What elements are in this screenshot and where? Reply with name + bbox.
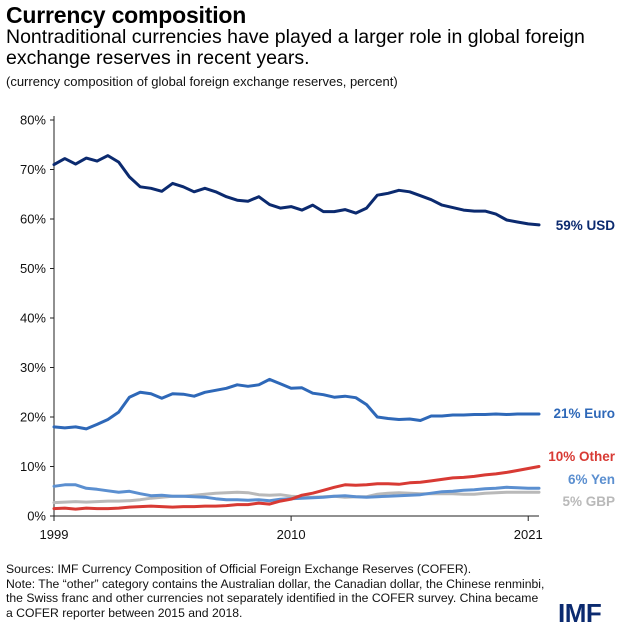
chart-title: Currency composition	[6, 2, 247, 28]
y-tick-label: 40%	[20, 311, 46, 326]
y-tick-label: 70%	[20, 162, 46, 177]
x-tick-label: 2010	[277, 527, 306, 542]
imf-logo: IMF	[558, 598, 602, 628]
y-tick-label: 10%	[20, 459, 46, 474]
y-tick-label: 30%	[20, 360, 46, 375]
series-label-gbp: 5% GBP	[562, 494, 615, 509]
sources-note: Sources: IMF Currency Composition of Off…	[6, 562, 546, 620]
x-tick-label: 1999	[40, 527, 69, 542]
line-chart: 0% 10% 20% 30% 40% 50% 60% 70% 80% 1999 2010 2021 59…	[20, 113, 616, 543]
x-tick-label: 2021	[514, 527, 543, 542]
series-label-euro: 21% Euro	[553, 406, 615, 421]
series-label-usd: 59% USD	[556, 218, 616, 233]
y-tick-label: 0%	[27, 509, 46, 524]
series-label-other: 10% Other	[548, 449, 616, 464]
series-line-usd	[52, 154, 541, 227]
y-tick-label: 60%	[20, 212, 46, 227]
sources-text: Sources: IMF Currency Composition of Off…	[6, 562, 472, 576]
y-tick-label: 80%	[20, 113, 46, 128]
series-label-yen: 6% Yen	[568, 472, 615, 487]
chart-subtitle: Nontraditional currencies have played a …	[6, 26, 585, 69]
note-text: Note: The “other” category contains the …	[6, 576, 545, 620]
series-line-other	[52, 465, 541, 511]
y-tick-label: 50%	[20, 261, 46, 276]
y-tick-label: 20%	[20, 410, 46, 425]
series-line-euro	[52, 377, 541, 431]
chart-units: (currency composition of global foreign …	[6, 74, 398, 89]
